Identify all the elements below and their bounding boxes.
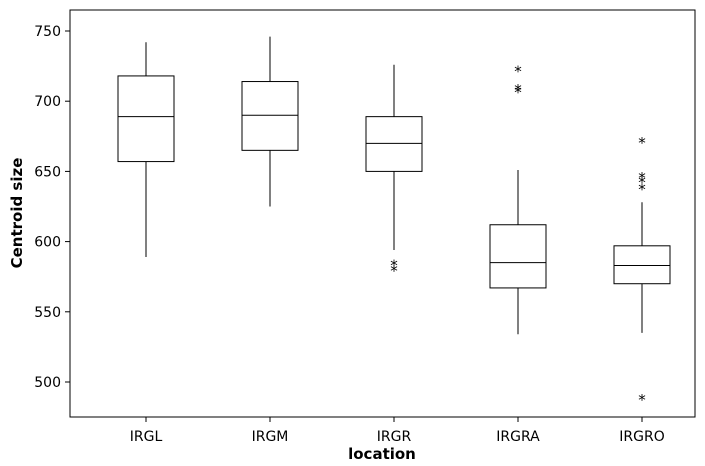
outlier-point: * [514,84,522,102]
plot-frame [69,9,696,418]
box-series: ********** [117,36,671,409]
outlier-point: * [638,169,646,187]
outlier-point: * [638,134,646,152]
box-irgm [241,36,299,207]
y-tick-label: 750 [34,24,61,40]
y-tick-label: 650 [34,164,61,180]
outlier-point: * [638,173,646,191]
y-tick-label: 700 [34,94,61,110]
x-tick-label: IRGM [252,429,289,445]
outlier-point: * [390,256,398,274]
outlier-point: * [638,180,646,198]
x-tick-label: IRGRO [619,429,664,445]
outlier-point: * [638,391,646,409]
x-tick-label: IRGR [377,429,412,445]
iqr-box [241,81,299,151]
y-tick-label: 600 [34,235,61,251]
outlier-point: * [514,81,522,99]
y-axis-title: Centroid size [8,158,26,269]
outlier-point: * [514,63,522,81]
iqr-box [613,245,671,285]
box-irgro: ***** [613,134,671,409]
outlier-point: * [390,262,398,280]
x-axis: IRGL IRGM IRGR IRGRA IRGRO [130,417,665,445]
x-tick-label: IRGL [130,429,163,445]
x-tick-label: IRGRA [496,429,540,445]
iqr-box [365,116,423,172]
box-irgra: *** [489,63,547,335]
y-tick-label: 550 [34,305,61,321]
y-tick-label: 500 [34,375,61,391]
box-irgr: ** [365,64,423,280]
x-axis-title: location [348,445,416,463]
box-irgl [117,42,175,258]
iqr-box [489,224,547,289]
y-axis: 500 550 600 650 700 750 [34,24,70,391]
iqr-box [117,75,175,163]
